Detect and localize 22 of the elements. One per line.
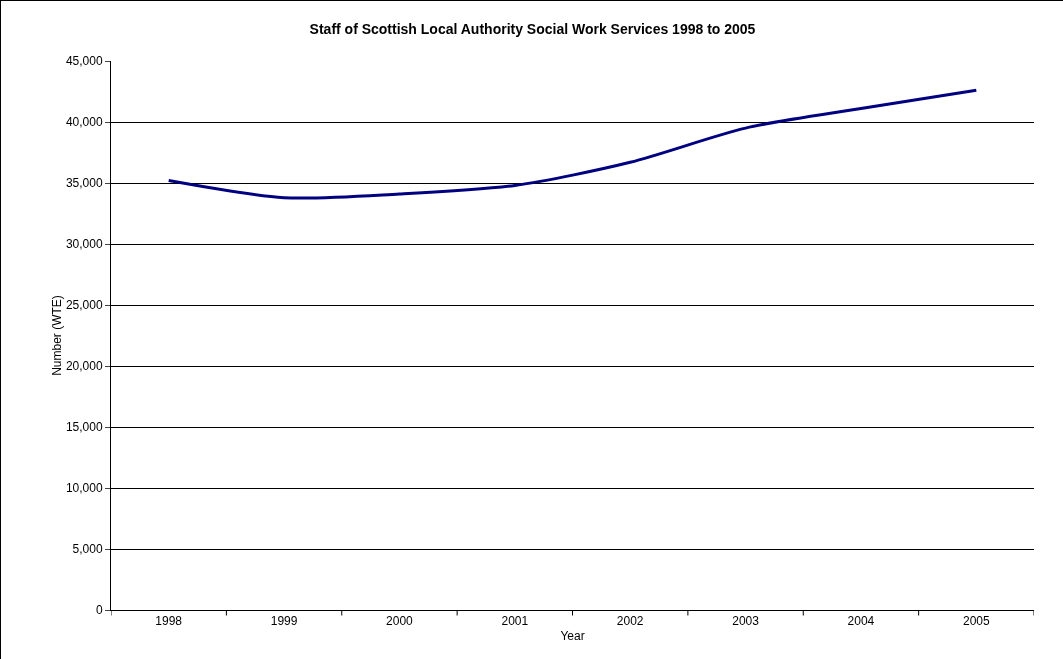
y-tick-label: 5,000 <box>72 542 103 557</box>
x-tick-label: 1998 <box>155 614 183 629</box>
y-tick-label: 20,000 <box>65 359 103 374</box>
line-series <box>167 88 978 200</box>
x-tick-label: 2002 <box>616 614 644 629</box>
chart-title: Staff of Scottish Local Authority Social Work Services 1998 to 2005 <box>309 20 756 37</box>
y-tick-label: 30,000 <box>65 237 103 252</box>
x-tick-label: 2000 <box>386 614 414 629</box>
x-tick-label: 2001 <box>501 614 529 629</box>
x-tick-label: 2004 <box>847 614 875 629</box>
x-tick-label: 2003 <box>732 614 760 629</box>
x-axis-title: Year <box>560 629 585 644</box>
y-tick-label: 25,000 <box>65 298 103 313</box>
x-tick-label: 2005 <box>962 614 990 629</box>
y-axis-title: Number (WTE) <box>49 295 64 376</box>
y-tick-label: 40,000 <box>65 115 103 130</box>
y-tick-label: 0 <box>95 603 103 618</box>
y-tick-label: 10,000 <box>65 481 103 496</box>
x-tick-label: 1999 <box>270 614 298 629</box>
y-tick-label: 45,000 <box>65 54 103 69</box>
y-tick-label: 35,000 <box>65 176 103 191</box>
y-tick-label: 15,000 <box>65 420 103 435</box>
